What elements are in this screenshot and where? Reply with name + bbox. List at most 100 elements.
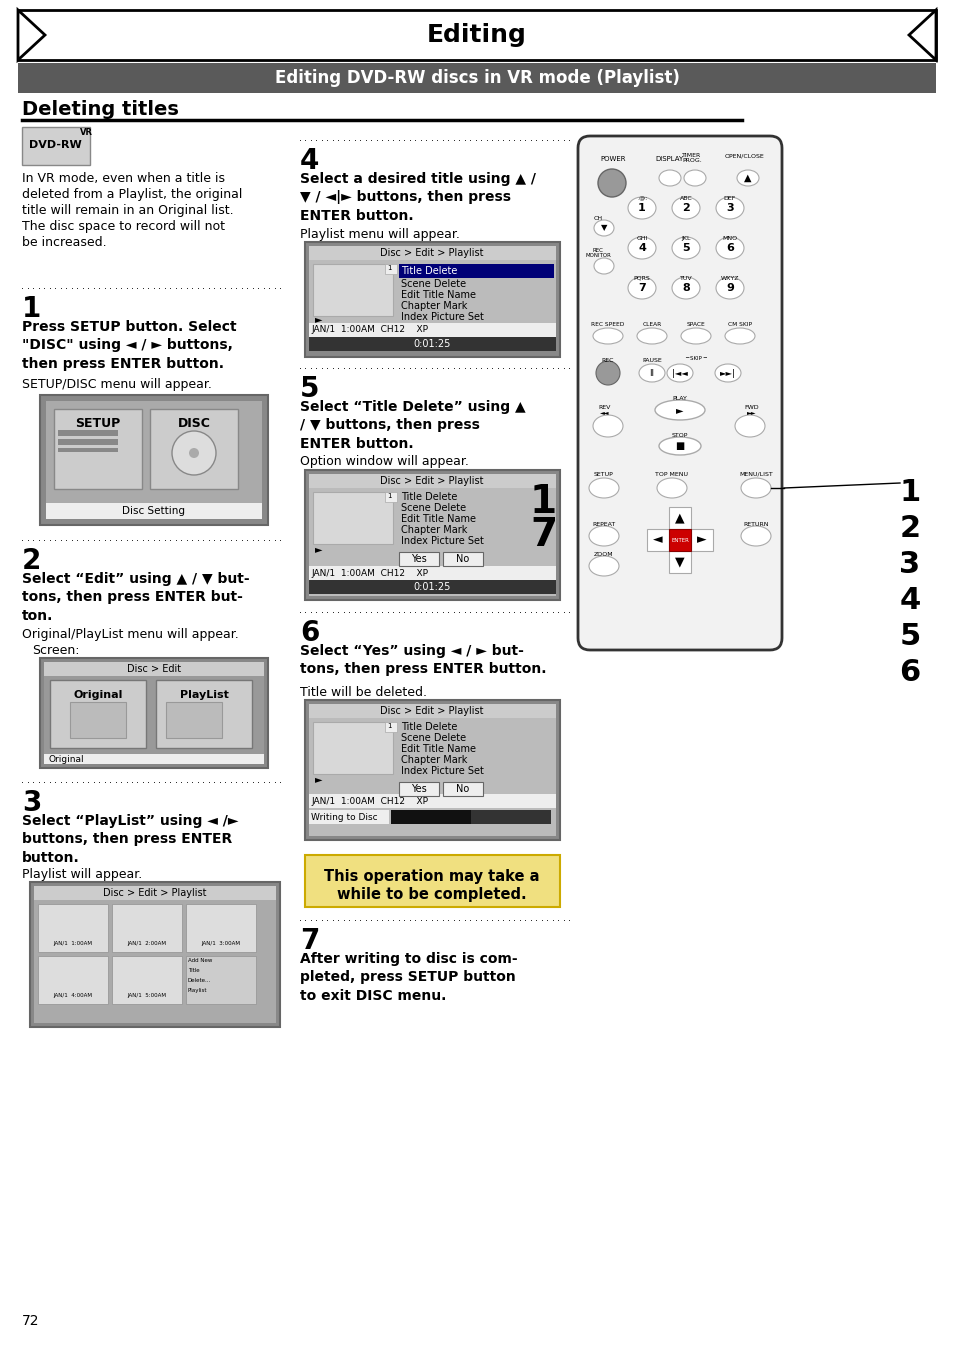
Text: 1: 1: [638, 204, 645, 213]
Point: [102, 278, 117, 299]
Point: [325, 357, 340, 379]
Point: [561, 601, 577, 623]
Point: [336, 129, 352, 151]
Point: [385, 357, 400, 379]
Point: [52, 771, 68, 793]
Point: [163, 771, 178, 793]
Bar: [38, 956, 108, 1004]
Point: [353, 909, 368, 930]
Point: [245, 530, 260, 551]
Point: [234, 771, 250, 793]
Polygon shape: [18, 9, 45, 61]
Point: [217, 771, 233, 793]
Bar: [186, 956, 255, 1004]
Circle shape: [598, 168, 625, 197]
Point: [325, 129, 340, 151]
Ellipse shape: [588, 526, 618, 546]
Point: [435, 357, 450, 379]
Point: [163, 278, 178, 299]
Point: [353, 601, 368, 623]
Bar: [40, 658, 268, 768]
Point: [490, 909, 505, 930]
Point: [402, 601, 417, 623]
Point: [292, 129, 307, 151]
Point: [245, 771, 260, 793]
Point: [223, 530, 238, 551]
Point: [523, 129, 538, 151]
Point: [336, 357, 352, 379]
Point: [440, 357, 456, 379]
Text: GHI: GHI: [636, 236, 647, 241]
Bar: [309, 488, 556, 596]
Point: [474, 601, 489, 623]
Text: Screen:: Screen:: [32, 644, 79, 656]
Text: TOP MENU: TOP MENU: [655, 472, 688, 477]
Point: [64, 771, 79, 793]
Text: 3: 3: [725, 204, 733, 213]
Text: 1: 1: [899, 479, 920, 507]
Point: [124, 278, 139, 299]
Text: Edit Title Name: Edit Title Name: [400, 744, 476, 754]
Text: 6: 6: [725, 243, 733, 253]
Point: [468, 601, 483, 623]
Bar: [309, 704, 556, 718]
Point: [319, 909, 335, 930]
Point: [251, 530, 266, 551]
Point: [462, 129, 477, 151]
Point: [14, 530, 30, 551]
Point: [363, 601, 378, 623]
Ellipse shape: [594, 257, 614, 274]
Text: Option window will appear.: Option window will appear.: [299, 456, 468, 468]
Bar: [309, 260, 556, 337]
Point: [462, 357, 477, 379]
Bar: [44, 754, 264, 764]
Point: [456, 601, 472, 623]
Point: [292, 909, 307, 930]
Point: [42, 278, 57, 299]
Point: [358, 601, 374, 623]
Point: [523, 357, 538, 379]
Point: [74, 278, 90, 299]
Bar: [385, 723, 396, 732]
Point: [430, 357, 445, 379]
Text: SETUP: SETUP: [594, 472, 613, 477]
Point: [141, 278, 156, 299]
Point: [201, 771, 216, 793]
Point: [113, 530, 129, 551]
Bar: [38, 905, 108, 952]
Bar: [309, 718, 556, 836]
Point: [353, 357, 368, 379]
Text: Add New: Add New: [188, 958, 213, 962]
Point: [375, 129, 390, 151]
Text: title will remain in an Original list.: title will remain in an Original list.: [22, 204, 233, 217]
Point: [86, 530, 101, 551]
Point: [168, 278, 183, 299]
Point: [30, 771, 46, 793]
Text: ▲: ▲: [675, 511, 684, 524]
Point: [20, 278, 35, 299]
Point: [113, 771, 129, 793]
Bar: [313, 492, 393, 545]
Bar: [668, 551, 690, 573]
Point: [168, 530, 183, 551]
Text: Playlist menu will appear.: Playlist menu will appear.: [299, 228, 459, 241]
Point: [396, 909, 412, 930]
Text: Title Delete: Title Delete: [400, 723, 456, 732]
Point: [556, 601, 571, 623]
Text: 6: 6: [899, 658, 920, 687]
Text: Select a desired title using ▲ /
▼ / ◄|► buttons, then press
ENTER button.: Select a desired title using ▲ / ▼ / ◄|►…: [299, 173, 536, 222]
Point: [413, 357, 428, 379]
Text: PLAY: PLAY: [672, 396, 687, 400]
Text: 4: 4: [299, 147, 319, 175]
Point: [185, 278, 200, 299]
Text: JAN/1  1:00AM: JAN/1 1:00AM: [53, 941, 92, 946]
Bar: [58, 430, 118, 435]
Point: [314, 909, 330, 930]
Bar: [54, 408, 142, 489]
Text: 8: 8: [681, 283, 689, 293]
Point: [261, 278, 276, 299]
Text: REC SPEED: REC SPEED: [591, 322, 624, 328]
Point: [452, 357, 467, 379]
Point: [30, 530, 46, 551]
Point: [545, 129, 560, 151]
